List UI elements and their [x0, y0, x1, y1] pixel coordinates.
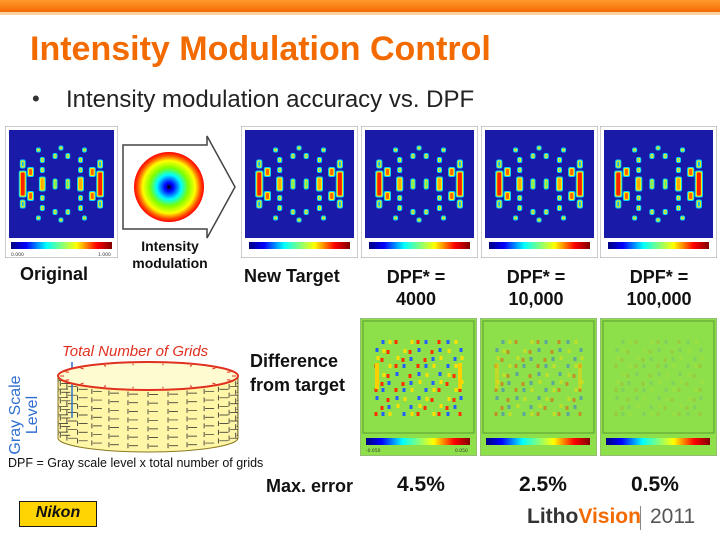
grid-diagram-title: Total Number of Grids — [62, 343, 209, 360]
colorbar-min-tick: 0.000 — [11, 252, 24, 258]
dpf-100000-label: DPF* = 100,000 — [604, 266, 714, 310]
difference-line1: Difference — [250, 351, 339, 371]
dpf-10000-label: DPF* = 10,000 — [486, 266, 586, 310]
top-accent-bar — [0, 0, 720, 12]
brand-separator — [640, 506, 641, 530]
intensity-modulation-line1: Intensity — [141, 238, 199, 254]
intensity-modulation-line2: modulation — [132, 255, 208, 271]
original-heatmap: 0.000 1.000 — [5, 126, 118, 258]
top-accent-line — [0, 12, 720, 15]
dpf-footnote: DPF = Gray scale level x total number of… — [8, 456, 264, 470]
colorbar-max-tick: 1.000 — [98, 252, 111, 258]
dpf-100000-line2: 100,000 — [626, 289, 692, 309]
difference-100000-panel — [600, 318, 717, 456]
dpf-4000-line1: DPF* = — [386, 267, 446, 287]
nikon-logo-text: Nikon — [35, 504, 81, 521]
grid-top-ellipse — [57, 361, 239, 391]
grid-cylinder-diagram — [52, 358, 244, 456]
nikon-logo: Nikon — [19, 501, 97, 527]
difference-10000-panel — [480, 318, 597, 456]
max-error-10000: 2.5% — [519, 473, 567, 496]
gray-scale-line2: Level — [24, 395, 41, 435]
brand-year: 2011 — [650, 505, 696, 528]
dpf-10000-panel — [481, 126, 598, 258]
diff-colorbar-max-tick: 0.050 — [455, 448, 468, 454]
slide-title: Intensity Modulation Control — [30, 30, 491, 68]
max-error-label: Max. error — [266, 476, 354, 496]
original-label: Original — [20, 264, 89, 284]
max-error-4000: 4.5% — [397, 473, 445, 496]
new-target-label: New Target — [244, 266, 340, 286]
bullet-text: Intensity modulation accuracy vs. DPF — [66, 86, 475, 113]
difference-line2: from target — [250, 375, 346, 395]
bullet-dot-icon: • — [32, 86, 40, 111]
dpf-4000-label: DPF* = 4000 — [366, 266, 466, 310]
dpf-10000-line2: 10,000 — [508, 289, 564, 309]
intensity-modulation-label: Intensity modulation — [122, 238, 218, 272]
difference-label: Difference from target — [250, 349, 345, 397]
new-target-panel — [241, 126, 358, 258]
diff-colorbar-min-tick: -0.050 — [366, 448, 381, 454]
brand-litho: Litho — [527, 505, 579, 528]
dpf-10000-line1: DPF* = — [506, 267, 566, 287]
difference-4000-panel: -0.050 0.050 — [360, 318, 477, 456]
gray-scale-label: Gray Scale Level — [7, 365, 41, 465]
dpf-4000-line2: 4000 — [395, 289, 437, 309]
dpf-100000-line1: DPF* = — [629, 267, 689, 287]
dpf-100000-panel — [600, 126, 717, 258]
original-panel: 0.000 1.000 — [5, 126, 118, 258]
modulation-arrow — [121, 135, 237, 239]
brand-vision: Vision — [578, 505, 641, 528]
max-error-100000: 0.5% — [631, 473, 679, 496]
gray-scale-line1: Gray Scale — [7, 375, 24, 455]
lithovision-brand: LithoVision — [527, 505, 641, 529]
dpf-4000-panel — [361, 126, 478, 258]
